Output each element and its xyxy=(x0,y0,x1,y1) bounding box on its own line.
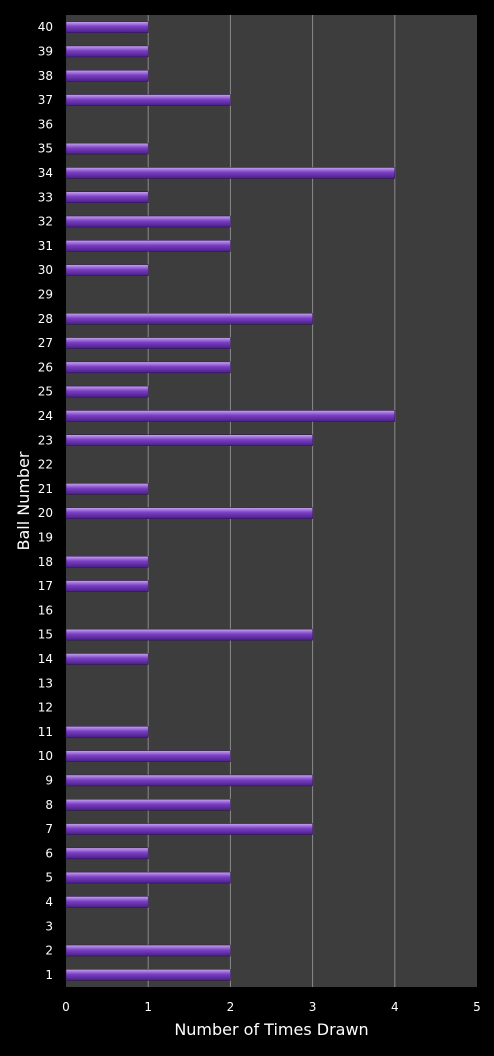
bar-ball-18 xyxy=(65,556,149,568)
y-tick-label: 3 xyxy=(45,919,53,933)
y-tick-label: 22 xyxy=(38,458,53,472)
bar-ball-32 xyxy=(65,215,231,228)
y-tick-label: 10 xyxy=(38,749,53,763)
x-tick-label: 3 xyxy=(309,1000,317,1014)
bar-ball-8 xyxy=(65,799,231,811)
bar-ball-11 xyxy=(65,726,149,738)
x-tick-label: 2 xyxy=(227,1000,235,1014)
bar-ball-23 xyxy=(65,434,313,446)
x-tick-label: 1 xyxy=(144,1000,152,1014)
bar-ball-5 xyxy=(65,871,231,884)
y-tick-label: 7 xyxy=(45,822,53,836)
y-tick-label: 9 xyxy=(45,773,53,787)
bars xyxy=(65,21,396,981)
bar-ball-26 xyxy=(65,361,231,374)
y-tick-label: 15 xyxy=(38,628,53,642)
bar-ball-35 xyxy=(65,142,149,155)
y-tick-label: 13 xyxy=(38,676,53,690)
bar-ball-27 xyxy=(65,337,231,349)
y-tick-label: 6 xyxy=(45,846,53,860)
bar-ball-39 xyxy=(65,45,149,58)
y-tick-label: 17 xyxy=(38,579,53,593)
bar-ball-6 xyxy=(65,847,149,860)
y-tick-label: 11 xyxy=(38,725,53,739)
y-tick-label: 29 xyxy=(38,287,53,301)
plot-area xyxy=(66,15,477,987)
bar-ball-17 xyxy=(65,580,149,592)
bar-ball-9 xyxy=(65,774,313,787)
y-tick-label: 21 xyxy=(38,482,53,496)
y-tick-label: 2 xyxy=(45,944,53,958)
bar-ball-2 xyxy=(65,944,231,957)
x-axis-title: Number of Times Drawn xyxy=(174,1020,368,1039)
y-tick-label: 34 xyxy=(38,166,53,180)
y-tick-label: 36 xyxy=(38,117,53,131)
y-tick-label: 25 xyxy=(38,385,53,399)
y-tick-label: 19 xyxy=(38,530,53,544)
y-tick-label: 27 xyxy=(38,336,53,350)
y-tick-label: 28 xyxy=(38,312,53,326)
y-tick-label: 37 xyxy=(38,93,53,107)
y-tick-label: 14 xyxy=(38,652,53,666)
y-tick-label: 38 xyxy=(38,69,53,83)
y-tick-label: 35 xyxy=(38,142,53,156)
x-tick-label: 0 xyxy=(62,1000,70,1014)
y-tick-label: 1 xyxy=(45,968,53,982)
y-tick-label: 40 xyxy=(38,20,53,34)
bar-ball-34 xyxy=(65,167,396,179)
bar-ball-1 xyxy=(65,969,231,981)
y-tick-label: 30 xyxy=(38,263,53,277)
x-tick-labels: 0 1 2 3 4 5 xyxy=(62,1000,481,1014)
bar-ball-20 xyxy=(65,507,313,519)
y-tick-label: 8 xyxy=(45,798,53,812)
y-tick-label: 18 xyxy=(38,555,53,569)
y-tick-label: 16 xyxy=(38,603,53,617)
bar-ball-38 xyxy=(65,70,149,82)
y-tick-label: 24 xyxy=(38,409,53,423)
y-tick-label: 32 xyxy=(38,215,53,229)
bar-ball-14 xyxy=(65,653,149,665)
x-tick-label: 5 xyxy=(473,1000,481,1014)
y-tick-label: 33 xyxy=(38,190,53,204)
y-tick-label: 39 xyxy=(38,44,53,58)
bar-ball-28 xyxy=(65,313,313,325)
y-tick-label: 20 xyxy=(38,506,53,520)
bar-ball-25 xyxy=(65,385,149,398)
bar-ball-37 xyxy=(65,94,231,106)
bar-ball-7 xyxy=(65,823,313,835)
bar-ball-40 xyxy=(65,21,149,33)
y-tick-label: 23 xyxy=(38,433,53,447)
y-tick-label: 4 xyxy=(45,895,53,909)
bar-ball-15 xyxy=(65,628,313,641)
y-axis-title: Ball Number xyxy=(14,451,33,550)
y-tick-label: 26 xyxy=(38,360,53,374)
bar-ball-31 xyxy=(65,240,231,252)
bar-ball-33 xyxy=(65,191,149,203)
bar-ball-21 xyxy=(65,483,149,495)
y-tick-label: 5 xyxy=(45,871,53,885)
y-tick-label: 12 xyxy=(38,701,53,715)
y-tick-labels: 1234567891011121314151617181920212223242… xyxy=(38,20,53,982)
bar-ball-4 xyxy=(65,896,149,908)
bar-ball-10 xyxy=(65,750,231,762)
x-tick-label: 4 xyxy=(391,1000,399,1014)
bar-ball-24 xyxy=(65,410,396,422)
bar-ball-30 xyxy=(65,264,149,276)
y-tick-label: 31 xyxy=(38,239,53,253)
